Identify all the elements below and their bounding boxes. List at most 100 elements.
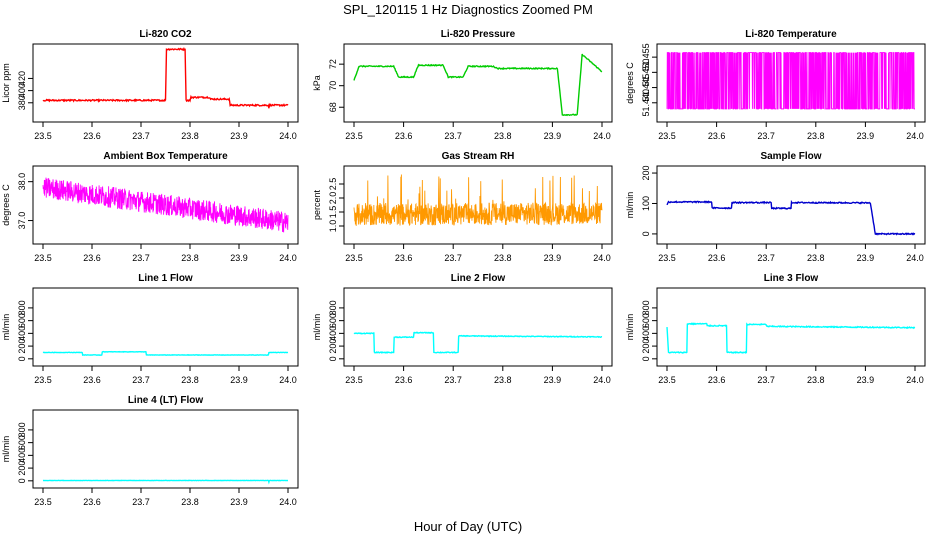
y-tick-label: 400 — [17, 83, 27, 98]
y-tick-label: 0 — [17, 478, 27, 483]
plot-frame — [32, 165, 299, 245]
x-tick-label: 23.8 — [181, 131, 199, 141]
y-tick-label: 800 — [17, 422, 27, 437]
x-tick-label: 23.7 — [132, 497, 150, 507]
y-axis-label: ml/min — [312, 314, 322, 341]
plot-frame — [32, 287, 299, 367]
panel-title: Li-820 Pressure — [441, 29, 516, 40]
y-axis-label: kPa — [312, 75, 322, 91]
x-tick-label: 23.7 — [757, 253, 775, 263]
x-tick-label: 23.9 — [544, 131, 562, 141]
x-tick-label: 24.0 — [279, 375, 297, 385]
panel-co2: Li-820 CO2 23.5 23.6 23.7 23.8 23.9 24.0 380400… — [1, 29, 299, 141]
x-tick-label: 23.9 — [857, 131, 875, 141]
x-tick-label: 23.8 — [181, 497, 199, 507]
series-line — [42, 46, 289, 109]
y-tick-label: 0 — [641, 356, 651, 361]
y-axis-label: ml/min — [625, 314, 635, 341]
x-tick-label: 23.6 — [395, 375, 413, 385]
plot-frame — [343, 43, 613, 123]
panel-title: Li-820 Temperature — [745, 29, 837, 40]
x-tick-label: 23.5 — [658, 131, 676, 141]
panel-ambient: Ambient Box Temperature 23.5 23.6 23.7 23.8 2… — [1, 151, 299, 263]
y-axis-label: ml/min — [1, 314, 11, 341]
y-tick-label: 68 — [328, 102, 338, 112]
x-tick-label: 23.5 — [34, 253, 52, 263]
y-tick-label: 800 — [328, 300, 338, 315]
series-noise — [353, 174, 603, 226]
plot-frame — [32, 409, 299, 489]
y-tick-label: 200 — [641, 166, 651, 181]
x-tick-label: 23.6 — [395, 131, 413, 141]
plot-frame — [32, 43, 299, 123]
panel-rh: Gas Stream RH 23.5 23.6 23.7 23.8 23.9 24.0 1.0… — [312, 151, 613, 263]
panel-title: Line 2 Flow — [451, 273, 506, 284]
x-tick-label: 24.0 — [906, 253, 924, 263]
y-tick-label: 800 — [641, 300, 651, 315]
panel-temp: Li-820 Temperature 23.5 23.6 23.7 23.8 23.9 24… — [625, 29, 926, 141]
x-tick-label: 23.8 — [807, 131, 825, 141]
x-tick-label: 24.0 — [593, 131, 611, 141]
figure-title: SPL_120115 1 Hz Diagnostics Zoomed PM — [343, 2, 593, 17]
x-tick-label: 23.6 — [395, 253, 413, 263]
x-tick-label: 23.6 — [708, 253, 726, 263]
y-tick-label: 0 — [641, 231, 651, 236]
x-tick-label: 23.6 — [83, 375, 101, 385]
y-axis-label: ml/min — [625, 192, 635, 219]
y-tick-label: 400 — [641, 326, 651, 341]
y-tick-label: 1.5 — [328, 206, 338, 219]
x-tick-label: 23.5 — [658, 375, 676, 385]
series-line — [42, 479, 289, 485]
x-tick-label: 23.8 — [494, 253, 512, 263]
y-tick-label: 600 — [641, 313, 651, 328]
x-tick-label: 23.9 — [857, 253, 875, 263]
x-tick-label: 23.5 — [34, 497, 52, 507]
y-tick-label: 72 — [328, 59, 338, 69]
x-tick-label: 24.0 — [593, 375, 611, 385]
x-tick-label: 23.8 — [181, 253, 199, 263]
y-tick-label: 420 — [17, 71, 27, 86]
panel-title: Li-820 CO2 — [139, 29, 192, 40]
y-tick-label: 200 — [17, 461, 27, 476]
x-tick-label: 24.0 — [279, 497, 297, 507]
series-noise — [666, 52, 915, 110]
x-tick-label: 23.5 — [34, 375, 52, 385]
panel-line4: Line 4 (LT) Flow 23.5 23.6 23.7 23.8 23.9 24.0… — [1, 395, 299, 507]
y-tick-label: 600 — [17, 435, 27, 450]
x-tick-label: 23.5 — [658, 253, 676, 263]
plot-frame — [343, 165, 613, 245]
y-axis-label: degrees C — [1, 184, 11, 226]
y-tick-label: 51.445 — [641, 74, 651, 102]
y-tick-label: 400 — [328, 326, 338, 341]
y-tick-label: 51.440 — [641, 89, 651, 117]
x-tick-label: 23.9 — [230, 375, 248, 385]
x-tick-label: 23.8 — [494, 131, 512, 141]
panel-title: Line 3 Flow — [764, 273, 819, 284]
x-tick-label: 23.5 — [345, 253, 363, 263]
y-tick-label: 70 — [328, 81, 338, 91]
y-tick-label: 200 — [328, 339, 338, 354]
y-tick-label: 38.0 — [17, 173, 27, 191]
y-tick-label: 800 — [17, 300, 27, 315]
x-tick-label: 23.7 — [444, 131, 462, 141]
x-tick-label: 23.7 — [757, 375, 775, 385]
plot-frame — [656, 165, 926, 245]
x-tick-label: 23.5 — [34, 131, 52, 141]
plot-frame — [343, 287, 613, 367]
x-tick-label: 23.9 — [544, 375, 562, 385]
x-tick-label: 23.7 — [132, 131, 150, 141]
x-tick-label: 23.5 — [345, 131, 363, 141]
series-line — [666, 322, 916, 354]
y-tick-label: 0 — [17, 356, 27, 361]
y-tick-label: 0 — [328, 356, 338, 361]
x-tick-label: 23.9 — [857, 375, 875, 385]
x-tick-label: 23.9 — [230, 131, 248, 141]
panel-line1: Line 1 Flow 23.5 23.6 23.7 23.8 23.9 24.0 0 2004… — [1, 273, 299, 385]
y-tick-label: 51.455 — [641, 43, 651, 71]
plot-frame — [656, 287, 926, 367]
x-tick-label: 23.6 — [83, 131, 101, 141]
x-tick-label: 23.7 — [132, 375, 150, 385]
y-axis-label: degrees C — [625, 62, 635, 104]
